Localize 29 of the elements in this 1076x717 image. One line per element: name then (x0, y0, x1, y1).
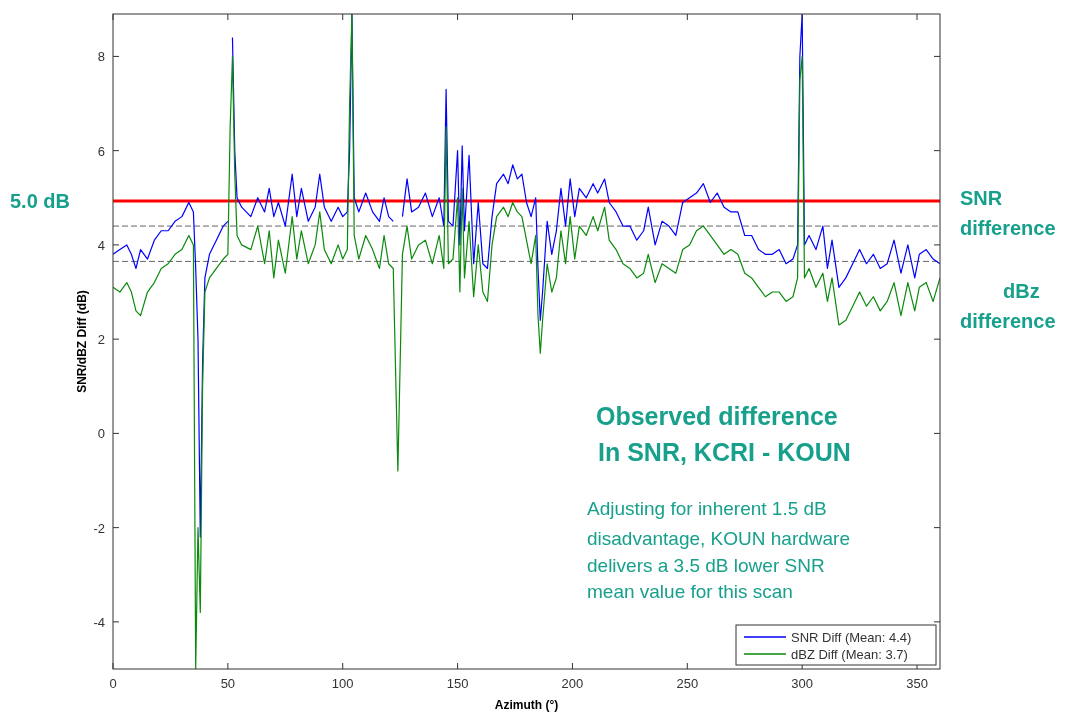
annotation: delivers a 3.5 dB lower SNR (587, 555, 825, 576)
x-tick-label: 200 (561, 676, 584, 691)
x-tick-label: 50 (220, 676, 236, 691)
x-tick-label: 0 (109, 676, 117, 691)
x-axis-title: Azimuth (°) (494, 698, 559, 712)
y-tick-label: 4 (97, 237, 105, 253)
line-series (113, 14, 940, 669)
y-tick-label: 2 (97, 332, 105, 348)
annotation: Observed difference (596, 402, 838, 430)
text: dBz difference (960, 280, 1056, 332)
y-tick-label: 0 (97, 426, 105, 442)
x-tick-label: 150 (446, 676, 469, 691)
y-tick-label: -2 (93, 520, 105, 536)
x-tick-label: 350 (906, 676, 928, 691)
y-axis-title: SNR/dBZ Diff (dB) (75, 290, 89, 393)
legend-label: dBZ Diff (Mean: 3.7) (791, 647, 908, 662)
y-tick-label: -4 (93, 614, 105, 630)
text: SNR difference (960, 187, 1056, 239)
x-tick-label: 100 (331, 676, 354, 691)
legend-label: SNR Diff (Mean: 4.4) (791, 630, 912, 645)
y-tick-label: 6 (97, 143, 105, 159)
y-tick-label: 8 (97, 49, 105, 65)
annotation: mean value for this scan (587, 581, 793, 602)
x-tick-label: 300 (791, 676, 814, 691)
annotation: Adjusting for inherent 1.5 dB (587, 498, 827, 519)
annotation: In SNR, KCRI - KOUN (598, 438, 851, 466)
ref-line-label: 5.0 dB (10, 190, 71, 213)
x-tick-label: 250 (676, 676, 699, 691)
annotation: disadvantage, KOUN hardware (587, 528, 850, 549)
